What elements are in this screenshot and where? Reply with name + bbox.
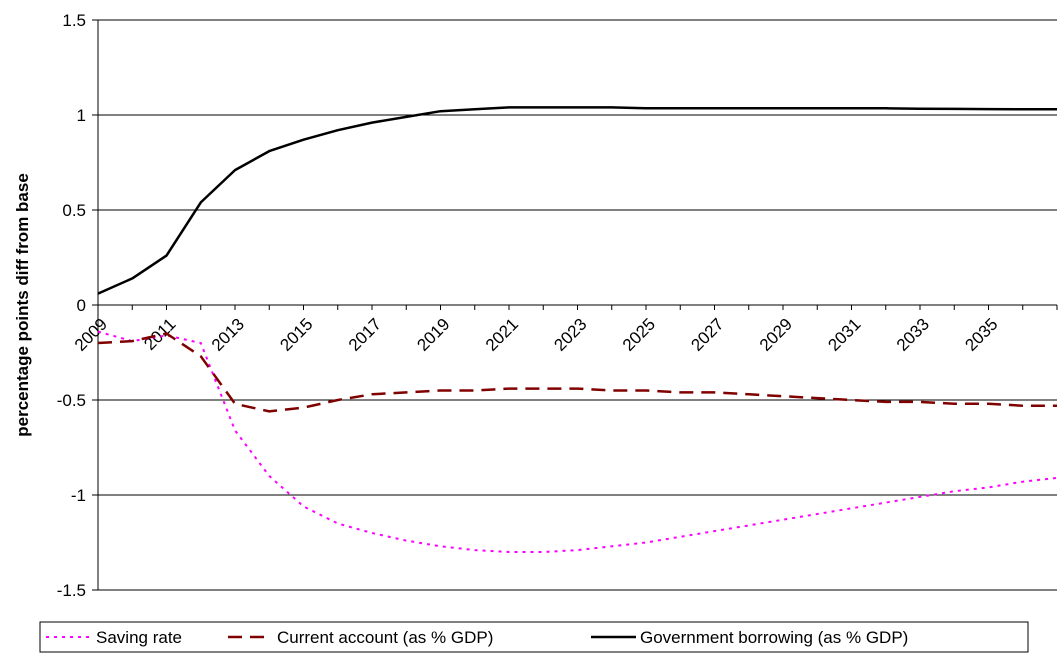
legend-label-current-account: Current account (as % GDP)	[277, 628, 493, 647]
series-lines	[97, 106, 1058, 553]
x-tick-label: 2029	[756, 315, 796, 355]
x-tick-label: 2023	[550, 315, 590, 355]
x-tick-label: 2027	[687, 315, 727, 355]
legend-label-government-borrowing: Government borrowing (as % GDP)	[640, 628, 908, 647]
x-tick-label: 2011	[140, 315, 179, 354]
series-line-current-account-as-gdp	[97, 332, 1057, 413]
x-tick-label: 2013	[208, 315, 248, 355]
y-tick-label: 1	[77, 106, 86, 125]
axes	[92, 19, 1058, 591]
legend: Saving rate Current account (as % GDP) G…	[39, 621, 1029, 653]
y-tick-label: -1.5	[57, 581, 86, 600]
y-tick-labels: 1.5 1 0.5 0 -0.5 -1 -1.5	[57, 11, 86, 600]
series-line-government-borrowing-as-gdp	[97, 106, 1057, 295]
x-tick-label: 2033	[893, 315, 933, 355]
x-tick-label: 2021	[482, 315, 522, 355]
legend-label-saving-rate: Saving rate	[96, 628, 182, 647]
x-tick-label: 2017	[345, 315, 385, 355]
x-tick-labels: 2009 2011 2013 2015 2017 2019 2021 2023 2025 2027…	[71, 315, 1002, 355]
y-tick-label: 0.5	[62, 201, 86, 220]
y-axis-label: percentage points diff from base	[13, 173, 32, 437]
x-tick-label: 2035	[961, 315, 1001, 355]
x-tick-label: 2025	[619, 315, 659, 355]
y-tick-label: -1	[71, 486, 86, 505]
y-tick-label: -0.5	[57, 391, 86, 410]
legend-box	[39, 621, 1029, 653]
y-tick-label: 0	[77, 296, 86, 315]
x-tick-label: 2019	[413, 315, 453, 355]
x-tick-label: 2031	[824, 315, 864, 355]
x-tick-label: 2015	[276, 315, 316, 355]
x-tick-label: 2009	[71, 315, 111, 355]
y-tick-label: 1.5	[62, 11, 86, 30]
series-line-saving-rate	[97, 330, 1058, 553]
